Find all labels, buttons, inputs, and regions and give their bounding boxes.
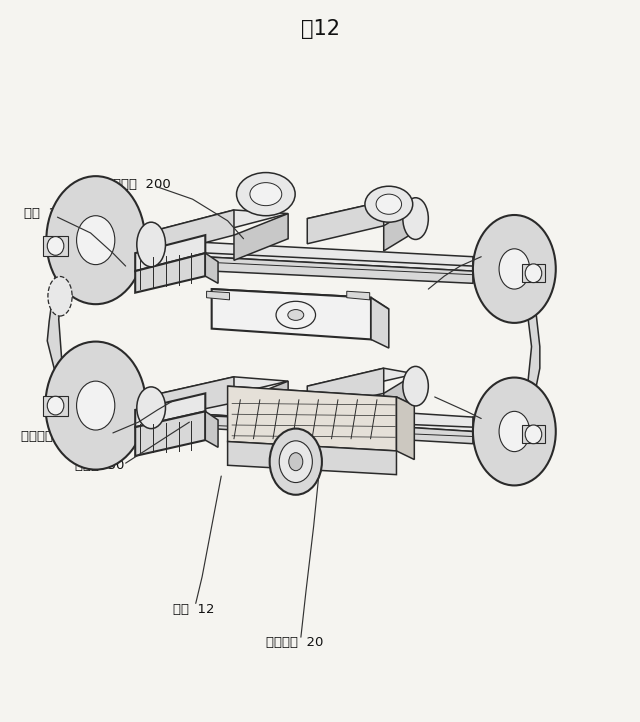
- Text: ダクト  30: ダクト 30: [75, 458, 124, 471]
- Polygon shape: [307, 368, 384, 410]
- Ellipse shape: [403, 366, 428, 406]
- Polygon shape: [384, 374, 415, 417]
- Polygon shape: [135, 239, 473, 271]
- Circle shape: [47, 237, 64, 256]
- Polygon shape: [212, 289, 389, 309]
- Ellipse shape: [288, 310, 304, 321]
- Ellipse shape: [499, 412, 530, 452]
- Text: 台車  10: 台車 10: [483, 254, 524, 267]
- Ellipse shape: [48, 277, 72, 316]
- Polygon shape: [473, 257, 540, 433]
- Polygon shape: [47, 235, 135, 415]
- Polygon shape: [212, 289, 371, 339]
- Polygon shape: [151, 377, 288, 401]
- Polygon shape: [307, 368, 415, 391]
- Polygon shape: [522, 425, 545, 443]
- Polygon shape: [135, 396, 473, 432]
- Polygon shape: [234, 214, 288, 261]
- Ellipse shape: [276, 301, 316, 329]
- Polygon shape: [135, 253, 205, 292]
- Ellipse shape: [473, 215, 556, 323]
- Polygon shape: [234, 381, 288, 427]
- Polygon shape: [135, 253, 473, 283]
- Polygon shape: [151, 210, 288, 235]
- Text: ギヤ  13: ギヤ 13: [24, 207, 65, 220]
- Polygon shape: [151, 210, 234, 257]
- Ellipse shape: [77, 381, 115, 430]
- Polygon shape: [522, 264, 545, 282]
- Ellipse shape: [376, 194, 401, 214]
- Text: 電力変換装置  100: 電力変換装置 100: [20, 430, 102, 443]
- Polygon shape: [205, 412, 218, 448]
- Ellipse shape: [473, 378, 556, 485]
- Ellipse shape: [499, 249, 530, 289]
- Text: 車輪  12: 車輪 12: [173, 603, 215, 616]
- Polygon shape: [135, 235, 205, 271]
- Ellipse shape: [137, 387, 166, 429]
- Ellipse shape: [289, 453, 303, 471]
- Ellipse shape: [45, 342, 146, 469]
- Polygon shape: [205, 253, 218, 283]
- Ellipse shape: [137, 222, 166, 267]
- Polygon shape: [43, 396, 68, 416]
- Polygon shape: [371, 297, 389, 348]
- Text: 電動機  200: 電動機 200: [113, 178, 171, 191]
- Circle shape: [525, 264, 541, 282]
- Polygon shape: [228, 442, 396, 474]
- Polygon shape: [384, 206, 415, 251]
- Text: 送風手段  20: 送風手段 20: [266, 636, 323, 649]
- Ellipse shape: [269, 429, 322, 495]
- Ellipse shape: [237, 173, 295, 216]
- Polygon shape: [135, 410, 473, 444]
- Ellipse shape: [403, 198, 428, 240]
- Polygon shape: [228, 386, 396, 451]
- Ellipse shape: [279, 441, 312, 482]
- Polygon shape: [396, 397, 414, 459]
- Polygon shape: [307, 201, 384, 244]
- Polygon shape: [151, 377, 234, 420]
- Text: 車軸  11: 車軸 11: [483, 416, 524, 429]
- Ellipse shape: [365, 186, 413, 222]
- Polygon shape: [43, 236, 68, 256]
- Polygon shape: [347, 291, 370, 300]
- Circle shape: [525, 425, 541, 444]
- Circle shape: [47, 396, 64, 415]
- Text: 図12: 図12: [301, 19, 339, 40]
- Polygon shape: [135, 412, 205, 456]
- Ellipse shape: [46, 176, 145, 304]
- Polygon shape: [307, 201, 415, 225]
- Ellipse shape: [250, 183, 282, 206]
- Polygon shape: [135, 393, 205, 427]
- Polygon shape: [207, 291, 230, 300]
- Polygon shape: [228, 386, 414, 406]
- Ellipse shape: [77, 216, 115, 265]
